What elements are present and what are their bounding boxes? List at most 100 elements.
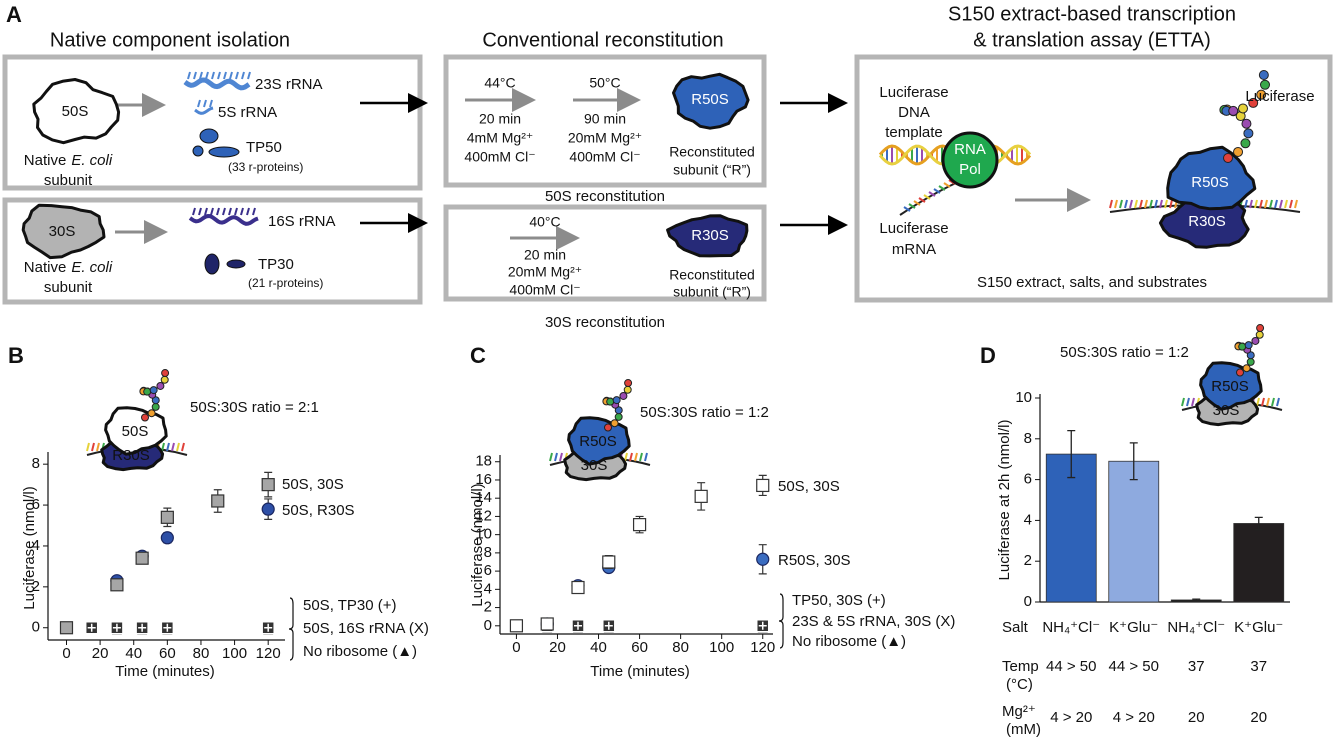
base xyxy=(1276,397,1280,407)
rrna xyxy=(235,71,239,80)
box xyxy=(854,54,1333,303)
peptide-bead xyxy=(1241,118,1252,129)
y-tick-label: 12 xyxy=(475,507,492,524)
base xyxy=(1264,199,1268,209)
mrna xyxy=(899,181,959,216)
condition: 400mM Cl⁻ xyxy=(509,282,580,298)
label: Luciferase xyxy=(879,220,948,237)
box xyxy=(443,54,767,188)
y-tick-label: 4 xyxy=(484,580,492,597)
series xyxy=(59,471,275,635)
inset-label: 50S xyxy=(122,423,149,440)
condition-value: 4 > 20 xyxy=(1050,709,1092,726)
peptide-bead xyxy=(143,387,152,396)
protein xyxy=(204,253,220,275)
y-tick-label: 8 xyxy=(32,455,40,472)
base xyxy=(1261,397,1265,407)
base xyxy=(1271,397,1275,407)
condition: 400mM Cl⁻ xyxy=(464,149,535,165)
peptide-bead xyxy=(623,385,632,394)
base xyxy=(933,188,941,194)
condition: 4mM Mg²⁺ xyxy=(467,130,534,146)
y-tick-label: 2 xyxy=(484,599,492,616)
base xyxy=(166,442,170,452)
base xyxy=(1284,199,1288,209)
subunit-shape xyxy=(672,72,750,130)
rrna xyxy=(229,71,233,80)
point xyxy=(59,621,74,635)
condition: 400mM Cl⁻ xyxy=(569,149,640,165)
label: subunit (“R”) xyxy=(673,284,751,300)
panel-label: D xyxy=(980,343,996,368)
x-tick-label: 100 xyxy=(709,639,734,656)
rna-polymerase xyxy=(941,131,999,189)
base xyxy=(903,206,911,212)
rrna xyxy=(198,207,202,216)
condition: 20mM Mg²⁺ xyxy=(508,264,582,280)
series xyxy=(540,619,770,633)
point xyxy=(110,620,124,635)
label: Native E. coli xyxy=(24,259,113,276)
base xyxy=(171,442,175,452)
subunit-label: R50S xyxy=(1191,174,1229,191)
box xyxy=(443,204,767,302)
point xyxy=(602,619,616,633)
point xyxy=(160,510,174,524)
point xyxy=(632,518,647,532)
x-tick-label: 40 xyxy=(125,645,142,662)
base xyxy=(181,442,185,452)
condition: 44°C xyxy=(484,75,515,91)
base xyxy=(928,191,936,197)
label: 23S rRNA xyxy=(255,76,323,93)
point xyxy=(261,478,275,492)
base xyxy=(1254,199,1258,209)
label: RNA xyxy=(954,141,986,158)
rrna xyxy=(199,71,203,80)
subunit-shape xyxy=(32,78,121,145)
base xyxy=(629,452,633,462)
label: TP50 xyxy=(246,139,282,156)
base xyxy=(176,442,180,452)
rrna xyxy=(216,207,220,216)
series-label: No ribosome (▲) xyxy=(303,643,417,660)
condition: 20 min xyxy=(479,111,521,127)
base xyxy=(1259,199,1263,209)
rrna xyxy=(241,71,245,80)
label: subunit xyxy=(44,279,93,296)
error-bar xyxy=(1254,516,1263,531)
base xyxy=(1191,397,1195,407)
caption: S150 extract, salts, and substrates xyxy=(977,274,1207,291)
base xyxy=(161,442,165,452)
label: Native E. coli xyxy=(24,152,113,169)
point xyxy=(540,617,554,631)
series-label: 50S, R30S xyxy=(282,502,355,519)
base xyxy=(1109,199,1113,209)
protein xyxy=(199,128,219,144)
x-tick-label: 0 xyxy=(62,645,70,662)
peptide-bead xyxy=(149,386,158,395)
caption: 30S reconstitution xyxy=(545,314,665,331)
subunit-label: 30S xyxy=(49,223,76,240)
x-tick-label: 120 xyxy=(750,639,775,656)
point xyxy=(135,551,149,565)
subunit-shape xyxy=(666,214,749,258)
peptide-bead xyxy=(604,423,612,432)
point xyxy=(755,619,770,633)
label: Luciferase xyxy=(879,84,948,101)
condition: 20 min xyxy=(524,247,566,263)
base xyxy=(86,442,90,452)
rrna xyxy=(252,207,256,216)
y-tick-label: 4 xyxy=(32,537,40,554)
point xyxy=(756,478,770,493)
subunit-label: R30S xyxy=(691,227,729,244)
peptide-bead xyxy=(1244,341,1253,350)
peptide-bead xyxy=(1238,342,1247,351)
label: subunit (“R”) xyxy=(673,162,751,178)
base xyxy=(1149,199,1153,209)
y-tick-label: 4 xyxy=(1024,511,1032,528)
rrna xyxy=(222,207,226,216)
subunit-label: R30S xyxy=(1188,213,1226,230)
peptide-bead xyxy=(1233,146,1244,157)
